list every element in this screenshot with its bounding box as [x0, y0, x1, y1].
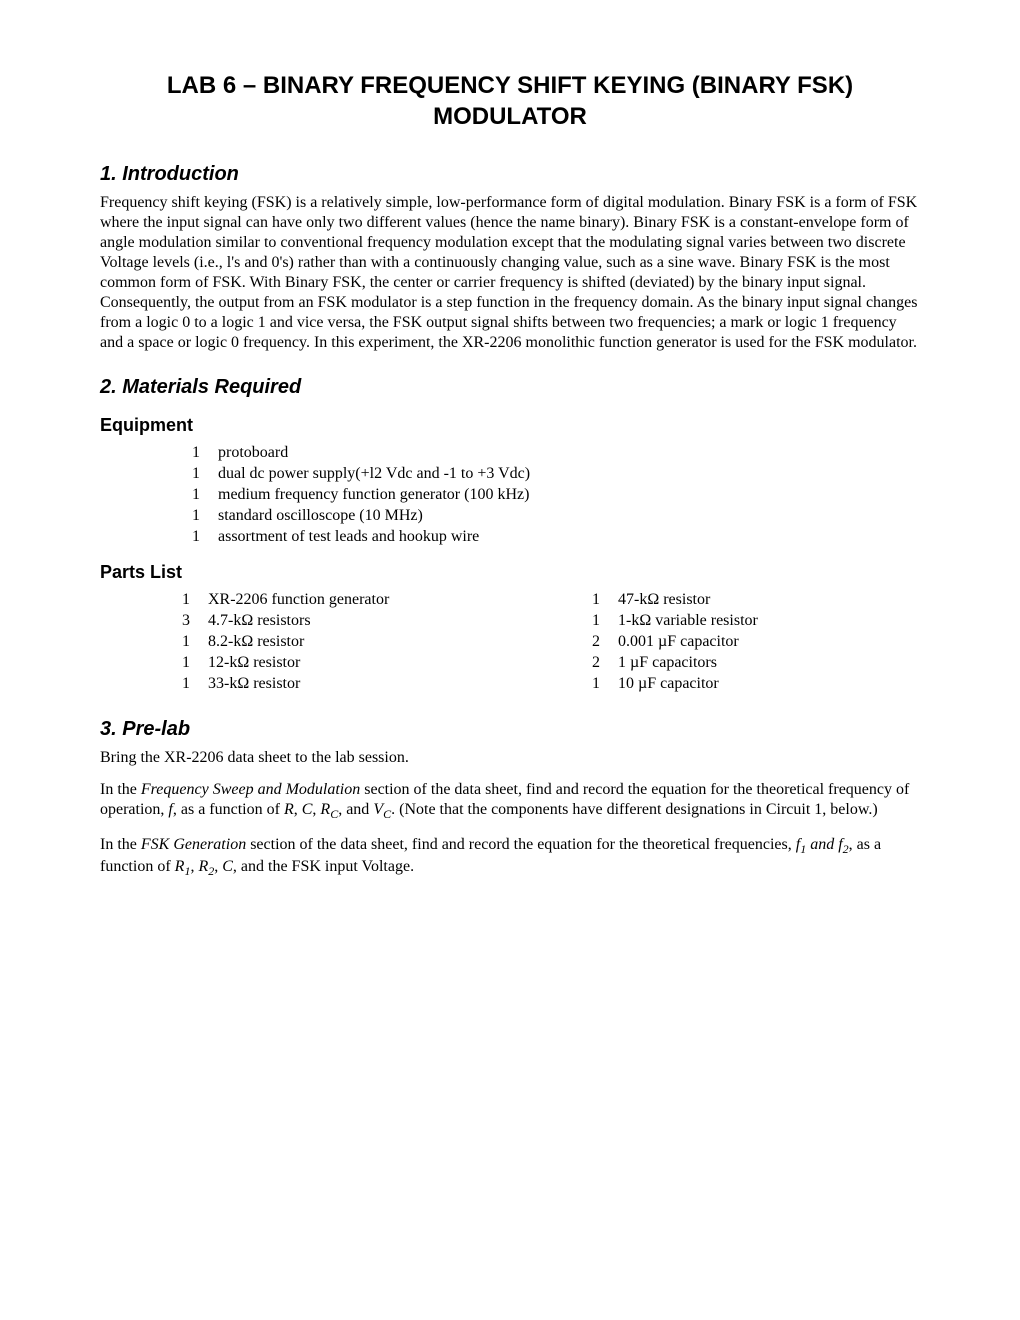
qty: 1: [570, 611, 618, 631]
desc: XR-2206 function generator: [208, 590, 510, 610]
list-item: 1 dual dc power supply(+l2 Vdc and -1 to…: [100, 464, 920, 484]
list-item: 1 standard oscilloscope (10 MHz): [100, 506, 920, 526]
list-item: 3 4.7-kΩ resistors: [100, 611, 510, 631]
list-item: 1 protoboard: [100, 443, 920, 463]
list-item: 2 0.001 µF capacitor: [510, 632, 920, 652]
desc: 4.7-kΩ resistors: [208, 611, 510, 631]
list-item: 1 8.2-kΩ resistor: [100, 632, 510, 652]
qty: 1: [170, 464, 218, 484]
qty: 2: [570, 653, 618, 673]
list-item: 1 medium frequency function generator (1…: [100, 485, 920, 505]
desc: assortment of test leads and hookup wire: [218, 527, 920, 547]
desc: protoboard: [218, 443, 920, 463]
intro-body: Frequency shift keying (FSK) is a relati…: [100, 193, 920, 353]
prelab-p1: Bring the XR-2206 data sheet to the lab …: [100, 748, 920, 768]
desc: medium frequency function generator (100…: [218, 485, 920, 505]
qty: 1: [160, 590, 208, 610]
section-heading-materials: 2. Materials Required: [100, 375, 920, 400]
list-item: 1 12-kΩ resistor: [100, 653, 510, 673]
qty: 3: [160, 611, 208, 631]
desc: 47-kΩ resistor: [618, 590, 920, 610]
list-item: 1 10 µF capacitor: [510, 674, 920, 694]
parts-column-right: 1 47-kΩ resistor 1 1-kΩ variable resisto…: [510, 589, 920, 695]
desc: 1-kΩ variable resistor: [618, 611, 920, 631]
page-title: LAB 6 – BINARY FREQUENCY SHIFT KEYING (B…: [100, 70, 920, 132]
list-item: 2 1 µF capacitors: [510, 653, 920, 673]
qty: 1: [170, 527, 218, 547]
list-item: 1 1-kΩ variable resistor: [510, 611, 920, 631]
section-heading-prelab: 3. Pre-lab: [100, 717, 920, 742]
desc: 10 µF capacitor: [618, 674, 920, 694]
desc: 12-kΩ resistor: [208, 653, 510, 673]
qty: 1: [160, 653, 208, 673]
parts-list: 1 XR-2206 function generator 3 4.7-kΩ re…: [100, 589, 920, 695]
section-heading-intro: 1. Introduction: [100, 162, 920, 187]
qty: 1: [170, 485, 218, 505]
list-item: 1 33-kΩ resistor: [100, 674, 510, 694]
qty: 1: [570, 674, 618, 694]
qty: 1: [160, 674, 208, 694]
prelab-p3: In the FSK Generation section of the dat…: [100, 835, 920, 879]
desc: standard oscilloscope (10 MHz): [218, 506, 920, 526]
qty: 1: [570, 590, 618, 610]
desc: dual dc power supply(+l2 Vdc and -1 to +…: [218, 464, 920, 484]
qty: 1: [170, 443, 218, 463]
equipment-heading: Equipment: [100, 414, 920, 437]
desc: 1 µF capacitors: [618, 653, 920, 673]
desc: 33-kΩ resistor: [208, 674, 510, 694]
desc: 0.001 µF capacitor: [618, 632, 920, 652]
list-item: 1 47-kΩ resistor: [510, 590, 920, 610]
qty: 1: [160, 632, 208, 652]
list-item: 1 assortment of test leads and hookup wi…: [100, 527, 920, 547]
qty: 1: [170, 506, 218, 526]
qty: 2: [570, 632, 618, 652]
desc: 8.2-kΩ resistor: [208, 632, 510, 652]
parts-column-left: 1 XR-2206 function generator 3 4.7-kΩ re…: [100, 589, 510, 695]
list-item: 1 XR-2206 function generator: [100, 590, 510, 610]
prelab-p2: In the Frequency Sweep and Modulation se…: [100, 780, 920, 822]
equipment-list: 1 protoboard 1 dual dc power supply(+l2 …: [100, 443, 920, 547]
parts-heading: Parts List: [100, 561, 920, 584]
